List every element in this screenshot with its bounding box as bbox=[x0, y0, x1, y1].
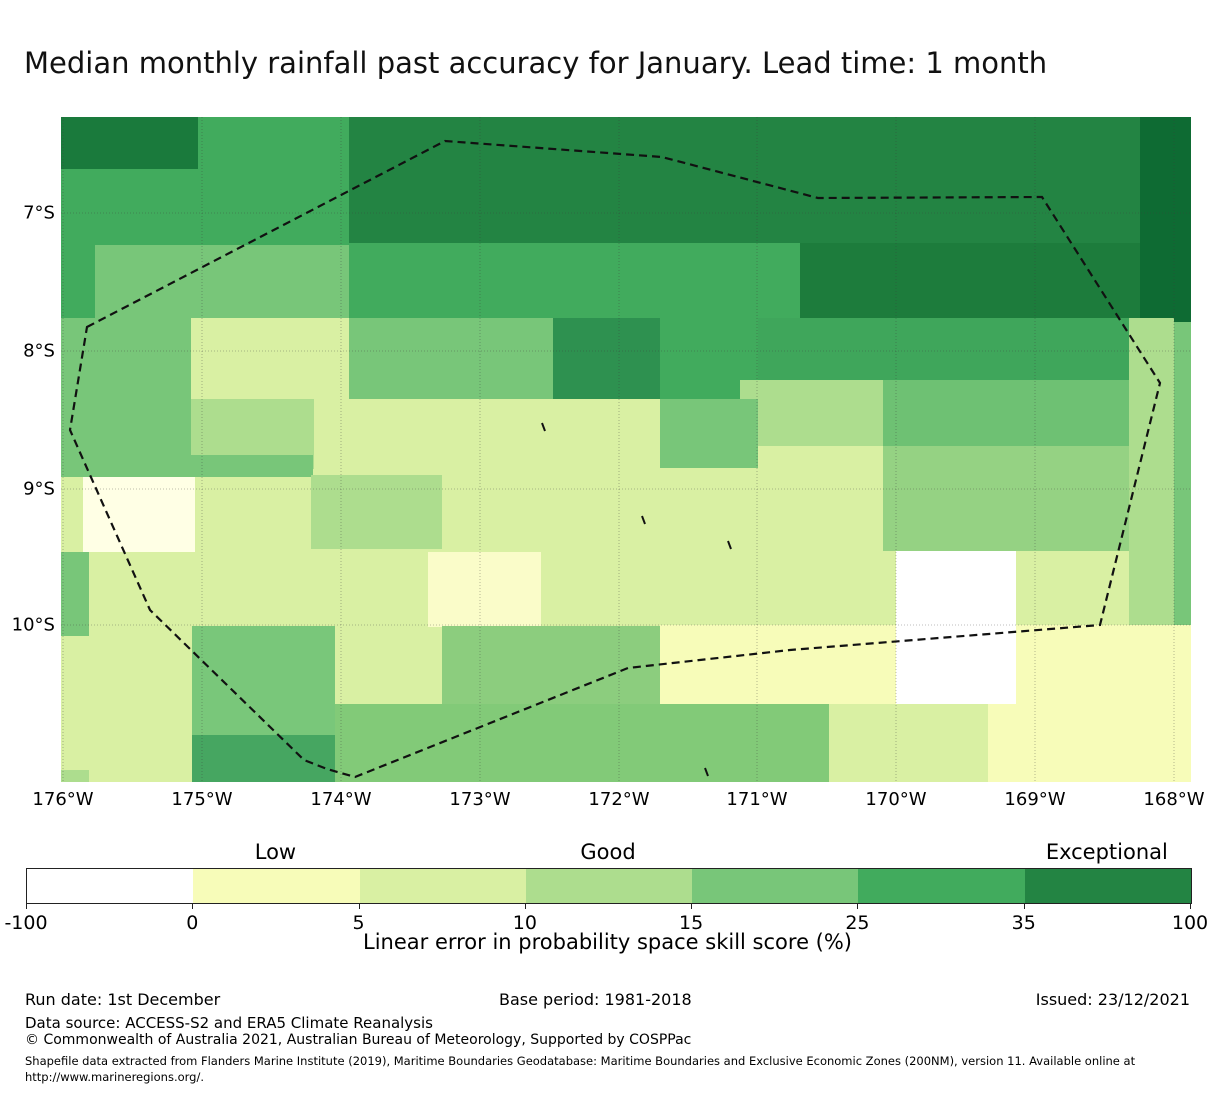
shapefile-line2: http://www.marineregions.org/. bbox=[25, 1070, 204, 1085]
heatmap-cell bbox=[349, 243, 800, 322]
colorbar-segment bbox=[525, 869, 693, 903]
x-tick-label: 173°W bbox=[449, 789, 511, 810]
colorbar-segment bbox=[27, 869, 194, 903]
heatmap-cell bbox=[1016, 625, 1191, 704]
heatmap-cell bbox=[896, 551, 1016, 704]
shapefile-attribution-text: Shapefile data extracted from Flanders M… bbox=[25, 1053, 1135, 1085]
colorbar bbox=[26, 868, 1192, 904]
x-tick-label: 168°W bbox=[1143, 789, 1205, 810]
heatmap-cell bbox=[191, 245, 349, 318]
colorbar-segment bbox=[359, 869, 526, 903]
x-tick-label: 170°W bbox=[865, 789, 927, 810]
colorbar-tick-label: 5 bbox=[352, 912, 365, 934]
heatmap-cell bbox=[740, 380, 883, 446]
island-outline bbox=[641, 515, 646, 525]
x-tick-label: 176°W bbox=[32, 789, 94, 810]
heatmap-cell bbox=[553, 318, 660, 399]
heatmap-cell bbox=[61, 318, 95, 468]
colorbar-tick bbox=[26, 903, 27, 909]
eez-boundary-dashed bbox=[68, 139, 1162, 779]
heatmap-cell bbox=[311, 475, 442, 549]
heatmap-cell bbox=[660, 399, 758, 468]
heatmap-cell bbox=[61, 770, 89, 782]
colorbar-tick bbox=[192, 903, 194, 909]
map-plot-area bbox=[61, 117, 1191, 782]
y-tick-label: 10°S bbox=[11, 614, 55, 636]
island-outline bbox=[541, 422, 546, 432]
heatmap-cell bbox=[800, 243, 1140, 322]
colorbar-tick-label: 0 bbox=[186, 912, 199, 934]
x-tick-label: 175°W bbox=[171, 789, 233, 810]
heatmap-cell bbox=[95, 245, 191, 468]
y-tick-label: 8°S bbox=[23, 340, 55, 362]
heatmap-cell bbox=[883, 446, 1129, 551]
colorbar-category-label: Good bbox=[580, 840, 636, 864]
x-tick-label: 169°W bbox=[1004, 789, 1066, 810]
colorbar-tick-label: 10 bbox=[512, 912, 537, 934]
heatmap-cell bbox=[442, 626, 660, 704]
heatmap-cell bbox=[349, 117, 1140, 243]
y-tick-label: 9°S bbox=[23, 478, 55, 500]
colorbar-tick-label: 15 bbox=[679, 912, 704, 934]
colorbar-tick bbox=[1023, 903, 1025, 909]
heatmap-cell bbox=[61, 245, 95, 318]
colorbar-tick bbox=[358, 903, 360, 909]
colorbar-segment bbox=[1024, 869, 1191, 903]
heatmap-cell bbox=[61, 552, 89, 636]
heatmap-cell bbox=[883, 380, 1129, 446]
heatmap-cell bbox=[61, 455, 313, 477]
heatmap-cell bbox=[83, 477, 195, 552]
colorbar-segment bbox=[193, 869, 360, 903]
heatmap-cell bbox=[758, 318, 1129, 380]
heatmap-cell bbox=[428, 552, 541, 627]
y-tick-label: 7°S bbox=[23, 202, 55, 224]
heatmap-cell bbox=[1174, 322, 1191, 625]
colorbar-caption: Linear error in probability space skill … bbox=[363, 930, 852, 954]
colorbar-category-label: Exceptional bbox=[1045, 840, 1168, 864]
colorbar-tick-label: 35 bbox=[1011, 912, 1036, 934]
colorbar-tick bbox=[1190, 903, 1191, 909]
chart-title: Median monthly rainfall past accuracy fo… bbox=[24, 46, 1048, 80]
heatmap-cell bbox=[988, 704, 1191, 782]
heatmap-cell bbox=[192, 735, 335, 782]
rainfall-accuracy-heatmap bbox=[61, 117, 1191, 782]
copyright-text: © Commonwealth of Australia 2021, Austra… bbox=[25, 1032, 692, 1048]
heatmap-cell bbox=[349, 318, 553, 399]
colorbar-segment bbox=[858, 869, 1025, 903]
colorbar-tick-label: -100 bbox=[4, 912, 48, 934]
shapefile-line1: Shapefile data extracted from Flanders M… bbox=[25, 1054, 1136, 1068]
colorbar-tick bbox=[524, 903, 526, 909]
island-outline bbox=[727, 540, 732, 550]
heatmap-cell bbox=[192, 626, 335, 735]
x-tick-label: 174°W bbox=[310, 789, 372, 810]
heatmap-cell bbox=[1140, 117, 1191, 322]
x-tick-label: 172°W bbox=[588, 789, 650, 810]
colorbar-segment bbox=[692, 869, 859, 903]
colorbar-tick bbox=[857, 903, 859, 909]
heatmap-cell bbox=[1129, 318, 1174, 626]
x-tick-label: 171°W bbox=[726, 789, 788, 810]
colorbar-tick-label: 100 bbox=[1171, 912, 1209, 934]
heatmap-cell bbox=[61, 117, 198, 169]
run-date-text: Run date: 1st December bbox=[25, 990, 221, 1009]
base-period-text: Base period: 1981-2018 bbox=[499, 990, 692, 1009]
heatmap-cell bbox=[198, 117, 349, 245]
colorbar-category-label: Low bbox=[254, 840, 297, 864]
island-outline bbox=[704, 767, 709, 777]
colorbar-tick bbox=[691, 903, 693, 909]
issued-date-text: Issued: 23/12/2021 bbox=[1035, 990, 1190, 1009]
heatmap-cell bbox=[61, 169, 198, 245]
data-source-text: Data source: ACCESS-S2 and ERA5 Climate … bbox=[25, 1014, 433, 1032]
colorbar-tick-label: 25 bbox=[845, 912, 870, 934]
heatmap-cell bbox=[335, 704, 829, 782]
